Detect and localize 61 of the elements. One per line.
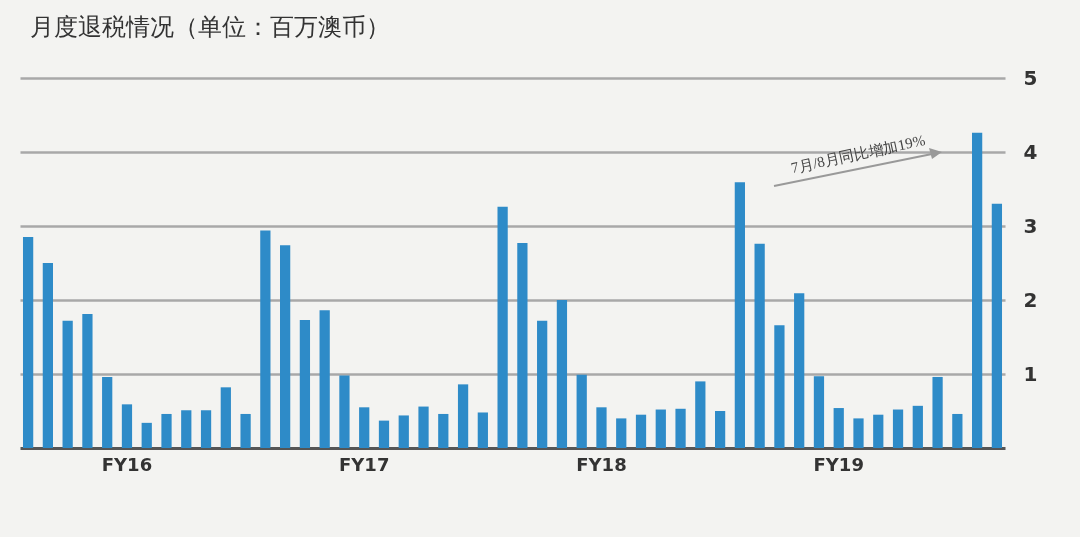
bar	[220, 387, 231, 448]
x-tick-label: FY18	[576, 453, 627, 475]
bar	[141, 422, 152, 448]
chart-title: 月度退税情况（单位：百万澳币）	[30, 13, 390, 41]
bar	[378, 420, 390, 448]
bar	[892, 409, 904, 448]
bar	[991, 203, 1003, 448]
bar	[794, 293, 805, 448]
bar	[537, 320, 548, 448]
bar	[339, 375, 350, 448]
bar	[873, 414, 884, 448]
bar	[576, 374, 587, 448]
bar	[616, 418, 627, 448]
bar	[695, 381, 706, 448]
bar	[477, 412, 488, 448]
bar	[556, 300, 568, 448]
bar	[853, 418, 864, 448]
bar	[319, 310, 330, 448]
bar	[438, 413, 449, 448]
bar	[240, 413, 251, 448]
bar	[62, 320, 73, 448]
bar	[517, 243, 528, 448]
y-tick-label: 2	[1023, 287, 1038, 312]
bar	[161, 413, 172, 448]
bar	[932, 376, 943, 448]
bar	[200, 410, 212, 448]
bar	[260, 230, 271, 448]
bar	[398, 415, 409, 448]
bar	[833, 408, 844, 448]
bar	[714, 411, 726, 448]
bar	[42, 263, 53, 448]
bar	[774, 325, 785, 448]
bar	[280, 245, 291, 448]
bar	[121, 404, 133, 448]
x-tick-label: FY16	[101, 453, 153, 475]
bar	[82, 314, 93, 448]
x-tick-label: FY19	[813, 453, 864, 475]
y-tick-label: 3	[1023, 213, 1038, 238]
y-tick-label: 1	[1023, 361, 1038, 386]
bar	[596, 407, 607, 448]
bar	[734, 182, 745, 448]
bar	[813, 376, 825, 448]
bar	[972, 132, 983, 448]
bar	[952, 413, 963, 448]
bar	[655, 409, 666, 448]
bar	[359, 407, 370, 448]
x-tick-label: FY17	[339, 453, 390, 475]
bar	[497, 206, 508, 448]
bar	[635, 414, 647, 448]
bar	[181, 410, 192, 448]
annotation: 7月/8月同比增加19%	[789, 131, 927, 177]
bar	[457, 384, 469, 448]
bar	[675, 408, 686, 448]
y-tick-label: 4	[1023, 139, 1038, 164]
bar	[22, 237, 34, 448]
bar	[102, 376, 113, 448]
y-tick-label: 5	[1023, 65, 1038, 90]
bar	[418, 406, 429, 448]
bar	[912, 405, 923, 448]
bar	[754, 243, 765, 448]
bar	[299, 319, 311, 448]
